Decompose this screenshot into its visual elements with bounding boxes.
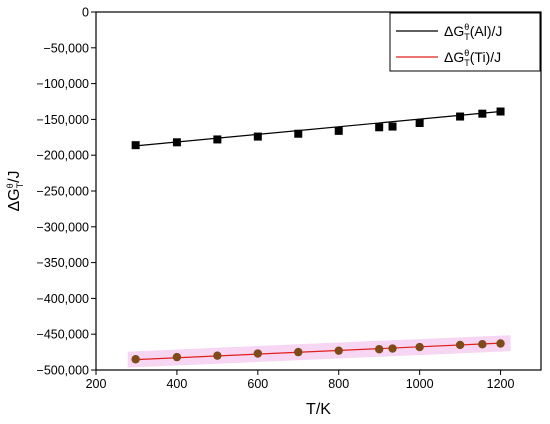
label-part-tail: (Ti)/J: [470, 49, 501, 65]
y-tick-label: −50,000: [43, 41, 89, 55]
series-0-point: [415, 118, 424, 127]
series-1-point: [415, 342, 424, 352]
label-part-sup: θ: [5, 183, 15, 188]
series-1-point: [334, 346, 343, 355]
legend-label-1: ΔGθ T(Ti)/J: [444, 48, 501, 68]
x-axis-title: T/K: [306, 401, 331, 418]
series-1-point: [374, 345, 384, 354]
series-1-point: [388, 344, 397, 353]
label-part-base: ΔG: [444, 49, 464, 65]
series-0-point: [375, 123, 384, 132]
label-part-tail: /J: [6, 170, 23, 182]
axis-ticks: [91, 11, 502, 375]
label-part-sub: T: [464, 32, 470, 42]
x-tick-label: 400: [166, 377, 187, 391]
x-tick-label: 800: [328, 377, 349, 391]
series-1-point: [496, 339, 505, 348]
y-tick-label: −400,000: [37, 292, 90, 306]
y-tick-label: −100,000: [37, 77, 90, 91]
series-0-point: [253, 132, 262, 141]
label-part-tail: (Al)/J: [470, 23, 503, 39]
y-tick-label: −250,000: [37, 185, 90, 199]
y-tick-label: −500,000: [37, 364, 90, 378]
series-0-point: [294, 129, 303, 138]
label-part-sup: θ: [464, 48, 469, 58]
series-1-point: [213, 351, 222, 360]
x-tick-label: 200: [86, 377, 107, 391]
tick-labels: 200 400 600 800 1000 1200 0 −50,000 −100,000 −150…: [37, 6, 515, 392]
x-tick-label: 1200: [487, 377, 515, 391]
series-0-fit-line: [135, 110, 501, 147]
data-markers: [131, 107, 505, 364]
legend-box: [389, 12, 541, 72]
series-1-point: [294, 347, 303, 357]
label-part-base: ΔG: [444, 23, 464, 39]
x-tick-label: 1000: [406, 377, 434, 391]
series-1-point: [172, 352, 182, 362]
series-0-point: [496, 107, 505, 116]
y-tick-label: −300,000: [37, 220, 90, 234]
x-tick-label: 600: [247, 377, 268, 391]
y-tick-label: −200,000: [37, 149, 90, 163]
label-part-sup: θ: [464, 22, 469, 32]
y-tick-label: 0: [82, 6, 89, 20]
label-part-sub: T: [15, 182, 25, 188]
series-0-point: [213, 135, 222, 144]
y-tick-label: −450,000: [37, 328, 90, 342]
series-1-point: [478, 340, 487, 349]
series-0-point: [131, 141, 140, 150]
series-0-point: [478, 109, 487, 118]
series-1-point: [131, 355, 140, 364]
series-1-point: [253, 349, 263, 358]
fit-lines: [135, 110, 501, 361]
series-1-point: [455, 340, 465, 350]
label-part-base: ΔG: [6, 188, 23, 211]
series-0-point: [388, 122, 397, 131]
legend-label-0: ΔGθ T(Al)/J: [444, 22, 502, 42]
series-1-fit-line: [135, 342, 501, 361]
label-part-sub: T: [464, 58, 470, 68]
series-0-point: [334, 126, 343, 135]
series-0-point: [172, 138, 181, 147]
y-tick-label: −350,000: [37, 256, 90, 270]
y-tick-label: −150,000: [37, 113, 90, 127]
series-0-point: [456, 112, 465, 121]
y-axis-title: ΔGθT/J: [5, 170, 25, 211]
